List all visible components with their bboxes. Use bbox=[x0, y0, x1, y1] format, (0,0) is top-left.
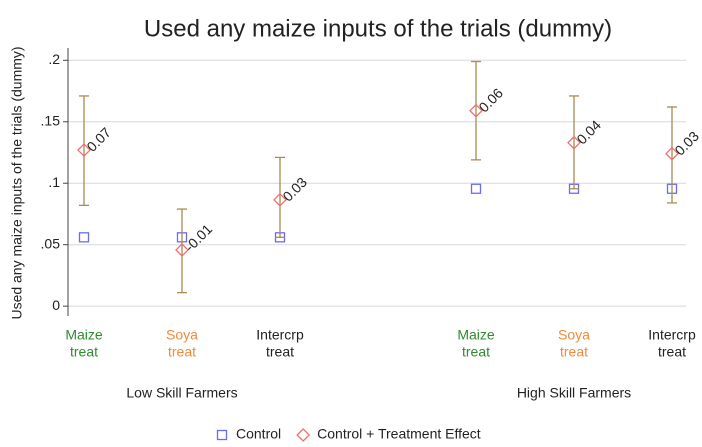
effect-label: 0.03 bbox=[671, 128, 702, 159]
x-tick-label: Intercrp bbox=[256, 327, 304, 343]
effect-label: 0.03 bbox=[279, 174, 310, 205]
point bbox=[273, 192, 287, 207]
legend-marker bbox=[296, 428, 311, 442]
y-tick-label: .2 bbox=[48, 51, 60, 67]
group-label: Low Skill Farmers bbox=[126, 385, 237, 401]
y-tick-label: .15 bbox=[41, 112, 61, 128]
error-bar bbox=[667, 106, 677, 204]
effect-label: 0.06 bbox=[475, 85, 506, 116]
x-tick-label: treat bbox=[658, 344, 686, 360]
point bbox=[175, 243, 189, 257]
point bbox=[77, 143, 91, 157]
x-tick-label: Maize bbox=[457, 327, 495, 343]
point bbox=[469, 103, 483, 118]
error-bar bbox=[177, 208, 187, 294]
effect-label: -0.01 bbox=[181, 221, 215, 255]
error-bar bbox=[275, 156, 285, 238]
legend-marker bbox=[216, 429, 228, 441]
point bbox=[78, 232, 90, 243]
point bbox=[665, 146, 679, 161]
x-tick-label: treat bbox=[266, 344, 294, 360]
legend-label: Control bbox=[236, 426, 281, 442]
y-axis-label: Used any maize inputs of the trials (dum… bbox=[9, 46, 25, 319]
x-tick-label: treat bbox=[70, 344, 98, 360]
y-tick-label: 0 bbox=[52, 297, 60, 313]
point bbox=[470, 183, 482, 194]
x-tick-label: Soya bbox=[166, 327, 198, 343]
error-bar bbox=[79, 95, 89, 207]
x-tick-label: Maize bbox=[65, 327, 103, 343]
y-tick-label: .1 bbox=[48, 174, 60, 190]
y-tick-label: .05 bbox=[41, 235, 61, 251]
x-tick-label: treat bbox=[168, 344, 196, 360]
chart-title: Used any maize inputs of the trials (dum… bbox=[144, 15, 612, 42]
x-tick-label: treat bbox=[462, 344, 490, 360]
error-bar bbox=[569, 95, 579, 190]
effect-label: 0.07 bbox=[83, 124, 114, 155]
legend-label: Control + Treatment Effect bbox=[317, 426, 481, 442]
error-bar bbox=[471, 60, 481, 161]
point bbox=[567, 135, 581, 150]
x-tick-label: Soya bbox=[558, 327, 590, 343]
x-tick-label: treat bbox=[560, 344, 588, 360]
x-tick-label: Intercrp bbox=[648, 327, 696, 343]
group-label: High Skill Farmers bbox=[517, 385, 631, 401]
